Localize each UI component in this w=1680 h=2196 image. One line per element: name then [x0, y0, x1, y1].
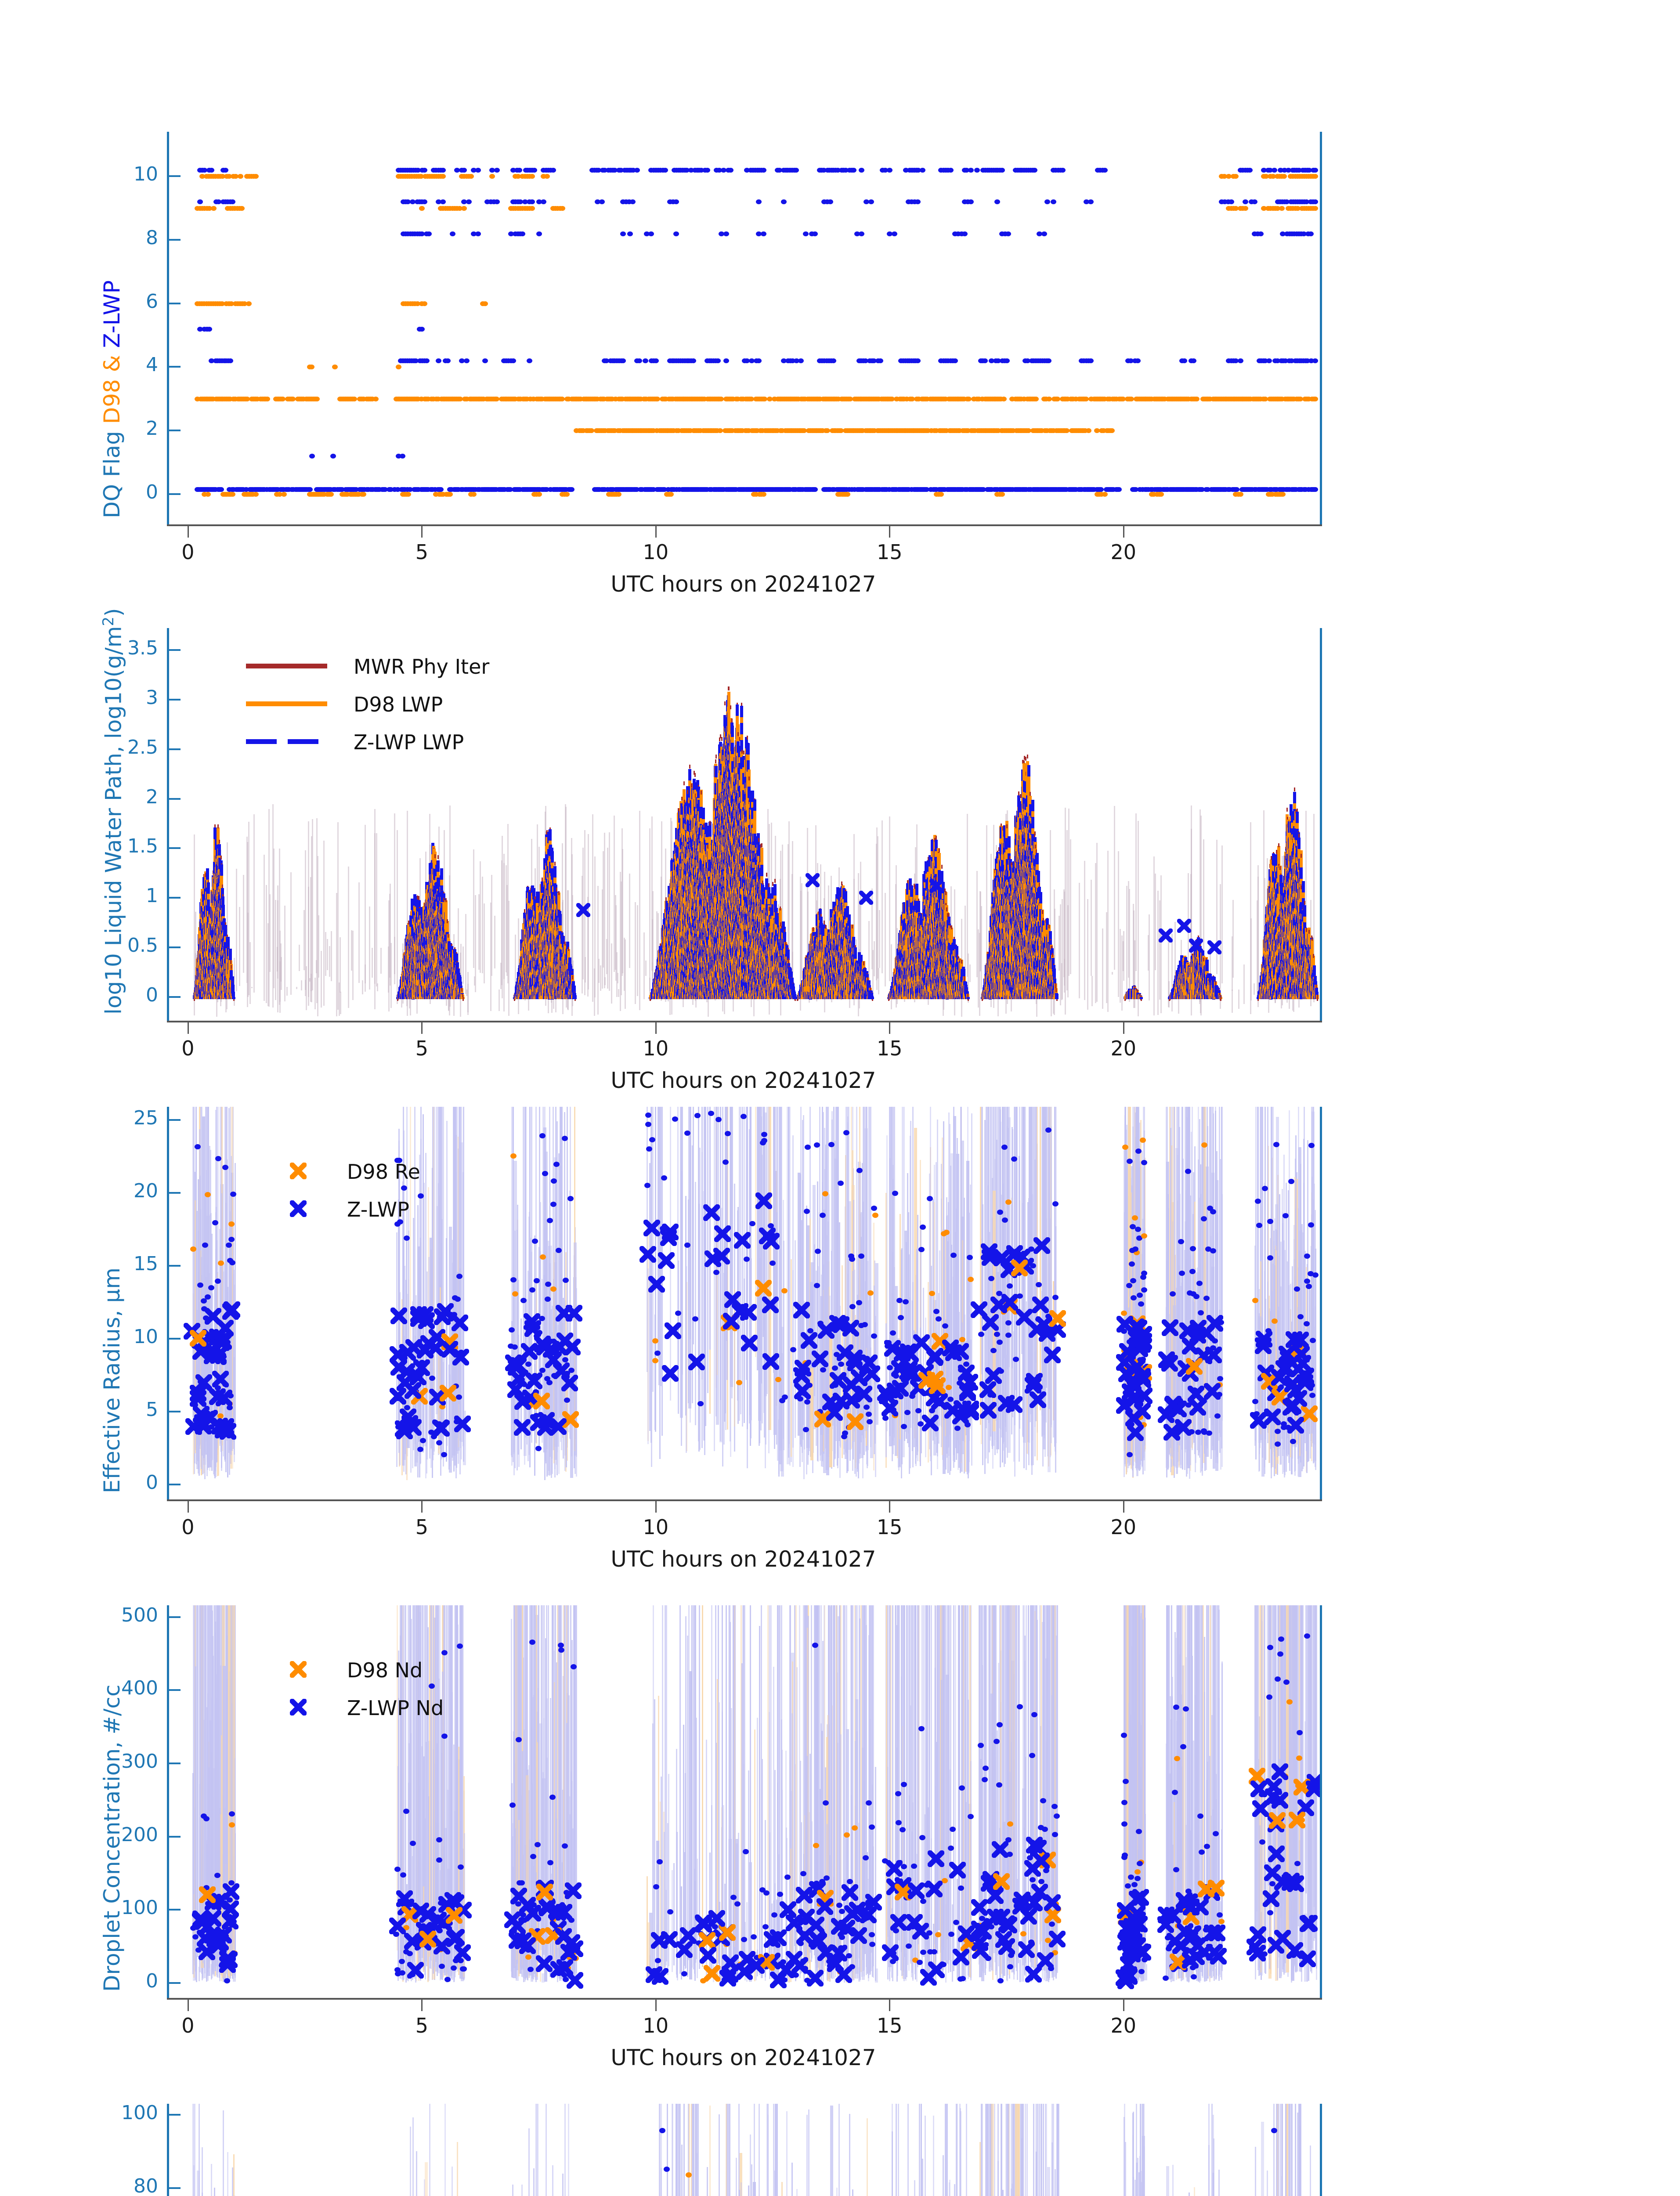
flag-point — [512, 396, 518, 401]
flag-point — [435, 396, 441, 401]
flag-point — [643, 396, 649, 401]
flag-point — [227, 396, 233, 401]
plot-area-dq-flag — [167, 132, 1320, 523]
flag-point — [594, 396, 600, 401]
flag-point — [369, 396, 376, 401]
flag-point — [481, 396, 486, 401]
flag-point — [494, 396, 500, 401]
flag-point — [415, 396, 421, 401]
flag-point — [244, 396, 250, 401]
flag-point — [360, 396, 366, 401]
flag-point — [195, 396, 201, 401]
flag-point — [613, 396, 619, 401]
flag-point — [232, 396, 238, 401]
flag-point — [254, 396, 260, 401]
flag-point — [264, 396, 271, 401]
flag-point — [210, 396, 216, 401]
flag-point — [425, 396, 431, 401]
flag-point — [300, 396, 306, 401]
flag-point — [457, 396, 463, 401]
flag-point — [524, 396, 530, 401]
flag-point — [566, 396, 572, 401]
flag-point — [601, 396, 607, 401]
flag-point — [609, 396, 615, 401]
flag-point — [531, 396, 537, 401]
flag-point — [663, 396, 669, 401]
flag-point — [559, 396, 565, 401]
flag-point — [314, 396, 320, 401]
flag-point — [669, 396, 676, 401]
flag-point — [654, 396, 661, 401]
flag-point — [290, 396, 296, 401]
flag-point — [638, 396, 644, 401]
flag-point — [430, 396, 436, 401]
flag-point — [373, 396, 379, 401]
flag-point — [517, 396, 523, 401]
flag-point — [527, 396, 533, 401]
flag-point — [418, 396, 424, 401]
flag-point — [619, 396, 625, 401]
flag-point — [539, 396, 545, 401]
flag-point — [280, 396, 286, 401]
flag-point — [578, 396, 584, 401]
flag-point — [463, 396, 470, 401]
flag-point — [351, 396, 358, 401]
